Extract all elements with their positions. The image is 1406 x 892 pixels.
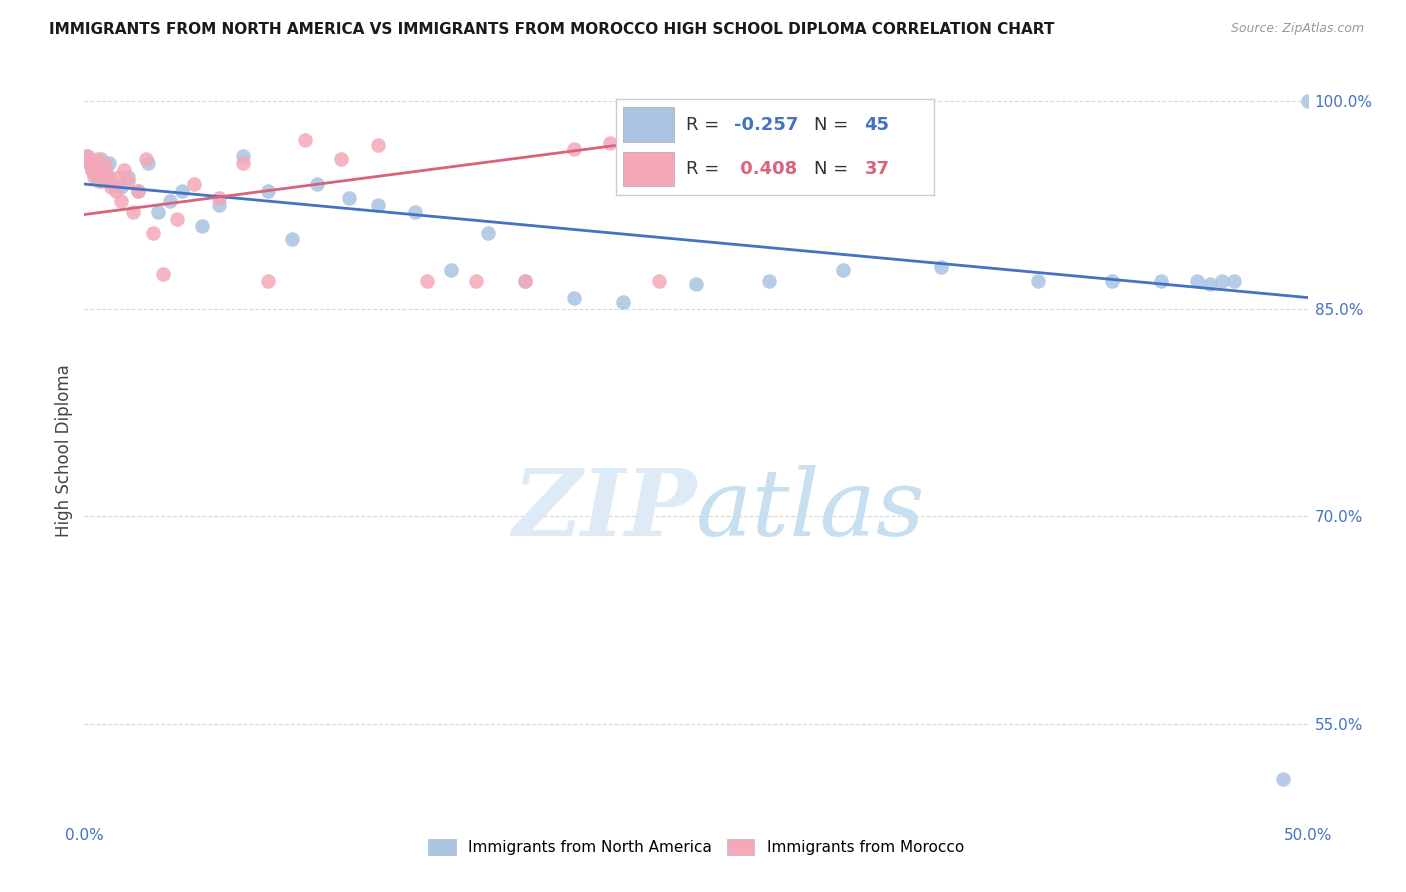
Point	[831, 263, 853, 277]
Point	[257, 184, 280, 198]
Point	[96, 163, 118, 178]
Point	[232, 149, 254, 163]
Point	[1187, 274, 1209, 288]
Point	[136, 156, 159, 170]
Point	[330, 152, 353, 166]
Point	[337, 191, 360, 205]
Point	[232, 156, 254, 170]
Point	[208, 191, 231, 205]
Point	[97, 156, 120, 170]
Point	[80, 163, 103, 178]
Point	[117, 174, 139, 188]
Point	[562, 291, 585, 305]
Point	[758, 274, 780, 288]
Point	[127, 184, 149, 198]
Point	[464, 274, 486, 288]
Y-axis label: High School Diploma: High School Diploma	[55, 364, 73, 537]
Point	[281, 232, 304, 246]
Point	[122, 204, 145, 219]
Point	[1223, 274, 1246, 288]
Point	[100, 179, 122, 194]
Point	[404, 204, 426, 219]
Point	[1211, 274, 1233, 288]
Point	[257, 274, 280, 288]
Legend: Immigrants from North America, Immigrants from Morocco: Immigrants from North America, Immigrant…	[422, 833, 970, 861]
Point	[685, 277, 707, 291]
Point	[86, 170, 108, 185]
Point	[183, 177, 205, 191]
Point	[142, 226, 165, 240]
Point	[191, 219, 214, 233]
Point	[159, 194, 181, 208]
Text: IMMIGRANTS FROM NORTH AMERICA VS IMMIGRANTS FROM MOROCCO HIGH SCHOOL DIPLOMA COR: IMMIGRANTS FROM NORTH AMERICA VS IMMIGRA…	[49, 22, 1054, 37]
Point	[1150, 274, 1173, 288]
Point	[97, 170, 120, 185]
Point	[152, 267, 174, 281]
Point	[477, 226, 499, 240]
Point	[77, 156, 100, 170]
Point	[513, 274, 536, 288]
Point	[612, 294, 634, 309]
Point	[76, 149, 98, 163]
Point	[135, 152, 157, 166]
Point	[208, 198, 231, 212]
Point	[294, 133, 316, 147]
Point	[90, 152, 112, 166]
Point	[1198, 277, 1220, 291]
Point	[367, 138, 389, 153]
Text: atlas: atlas	[696, 465, 925, 555]
Point	[172, 184, 194, 198]
Point	[117, 170, 139, 185]
Point	[112, 163, 135, 178]
Point	[146, 204, 169, 219]
Point	[624, 128, 647, 143]
Point	[1028, 274, 1050, 288]
Point	[367, 198, 389, 212]
Point	[93, 156, 115, 170]
Point	[305, 177, 328, 191]
Point	[1101, 274, 1123, 288]
Point	[110, 179, 132, 194]
Text: ZIP: ZIP	[512, 465, 696, 555]
Point	[83, 170, 105, 185]
Point	[648, 274, 671, 288]
Point	[83, 166, 105, 180]
Point	[87, 174, 110, 188]
Point	[416, 274, 439, 288]
Point	[127, 184, 149, 198]
Point	[103, 177, 125, 191]
Point	[87, 166, 110, 180]
Point	[93, 161, 115, 175]
Point	[599, 136, 621, 150]
Text: Source: ZipAtlas.com: Source: ZipAtlas.com	[1230, 22, 1364, 36]
Point	[110, 194, 132, 208]
Point	[562, 143, 585, 157]
Point	[105, 184, 128, 198]
Point	[103, 177, 125, 191]
Point	[513, 274, 536, 288]
Point	[107, 170, 129, 185]
Point	[80, 163, 103, 178]
Point	[76, 149, 98, 163]
Point	[1272, 772, 1295, 786]
Point	[166, 211, 188, 226]
Point	[1296, 94, 1319, 108]
Point	[440, 263, 463, 277]
Point	[90, 174, 112, 188]
Point	[77, 156, 100, 170]
Point	[86, 152, 108, 166]
Point	[929, 260, 952, 274]
Point	[96, 170, 118, 185]
